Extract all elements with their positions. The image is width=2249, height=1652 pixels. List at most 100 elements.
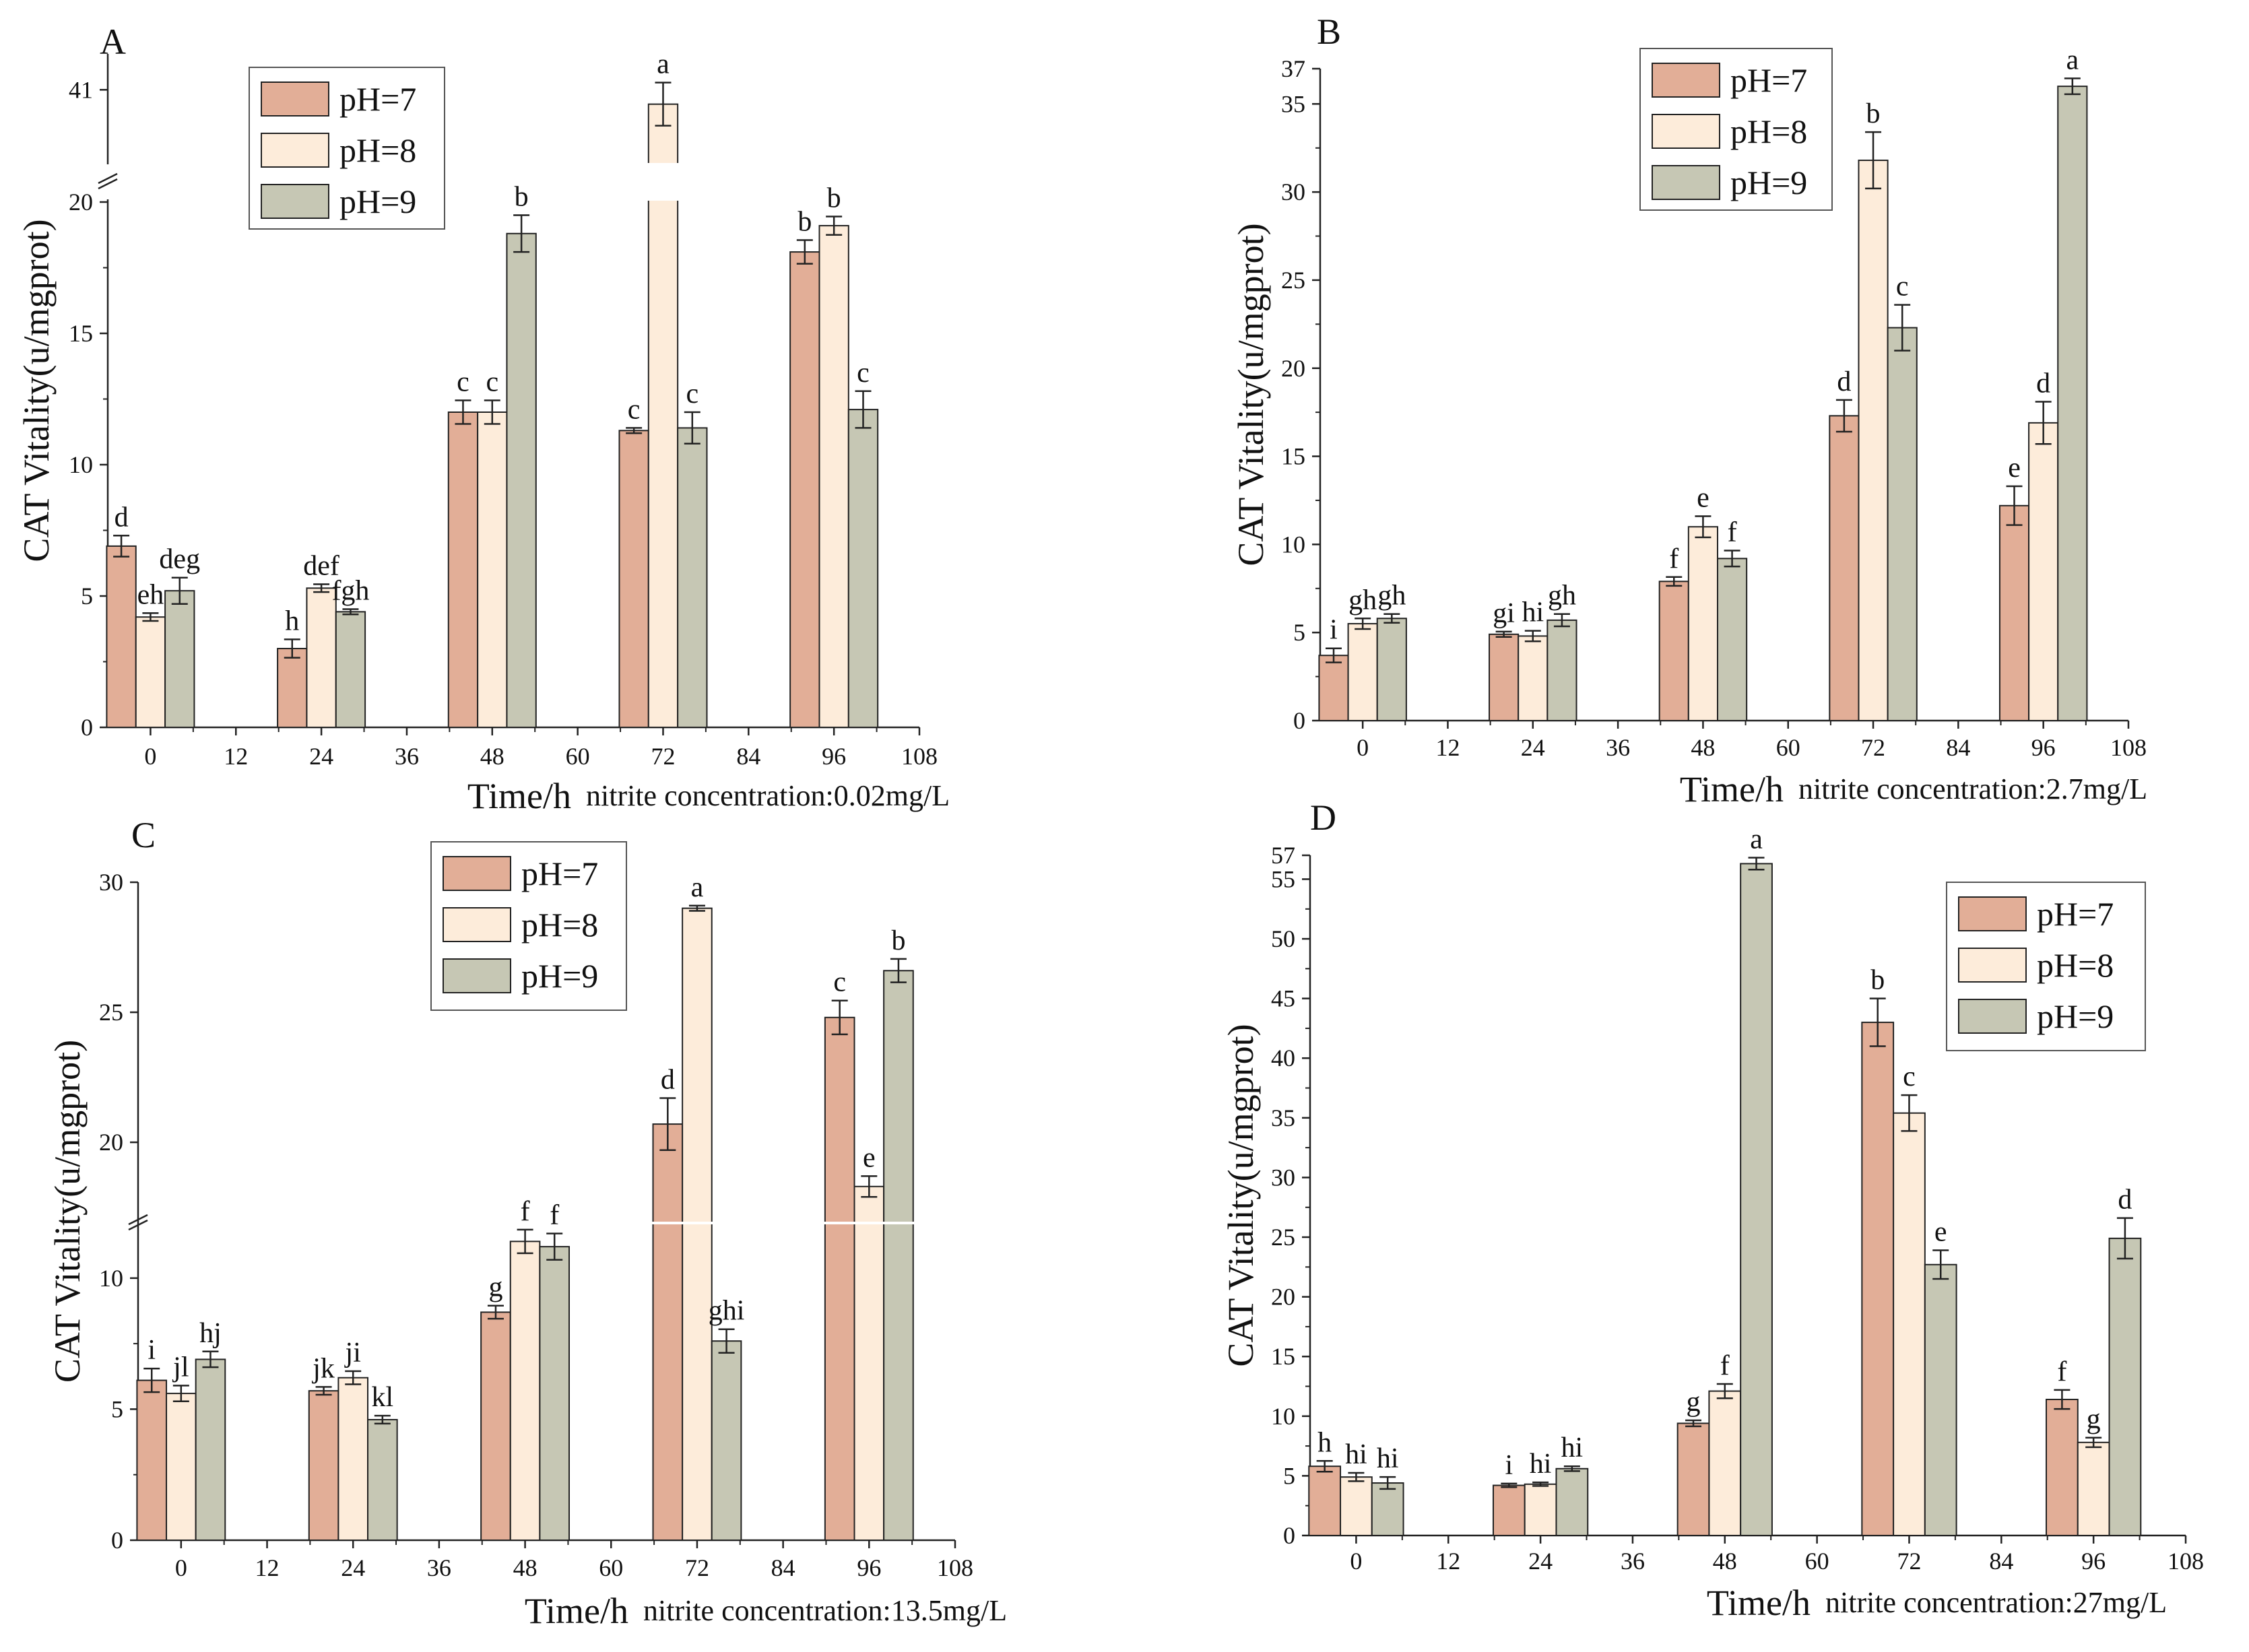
bar bbox=[1376, 618, 1407, 721]
bar bbox=[106, 545, 137, 729]
significance-letter: hi bbox=[1377, 1443, 1399, 1474]
x-tick-label: 0 bbox=[1350, 1548, 1362, 1575]
y-tick-label: 55 bbox=[1271, 865, 1295, 892]
bar bbox=[1546, 619, 1577, 721]
panel-label: B bbox=[1317, 11, 1341, 52]
x-tick-label: 72 bbox=[651, 743, 675, 770]
bar bbox=[1708, 1390, 1742, 1536]
x-axis-title: Time/h bbox=[1680, 769, 1784, 810]
significance-letter: def bbox=[303, 550, 339, 581]
significance-letter: a bbox=[657, 49, 670, 80]
bar bbox=[2046, 1399, 2079, 1536]
significance-letter: f bbox=[1669, 543, 1678, 574]
y-tick-label: 5 bbox=[111, 1395, 123, 1422]
legend-swatch bbox=[443, 958, 511, 993]
y-tick-label: 30 bbox=[1271, 1164, 1295, 1191]
bar bbox=[1887, 327, 1918, 721]
significance-letter: jl bbox=[172, 1352, 189, 1383]
significance-letter: c bbox=[1896, 271, 1909, 302]
legend-label: pH=8 bbox=[1730, 112, 1807, 150]
bar bbox=[166, 1393, 197, 1541]
y-tick-label: 25 bbox=[99, 999, 123, 1026]
bar bbox=[677, 427, 708, 729]
bar bbox=[853, 1185, 885, 1542]
bar bbox=[1658, 581, 1689, 721]
significance-letter: e bbox=[2008, 453, 2021, 484]
bar bbox=[337, 1377, 369, 1542]
legend-label: pH=9 bbox=[339, 183, 416, 220]
significance-letter: b bbox=[797, 207, 812, 238]
bar bbox=[711, 1340, 742, 1541]
bar bbox=[135, 616, 166, 729]
y-tick-label: 35 bbox=[1271, 1104, 1295, 1131]
legend-label: pH=8 bbox=[521, 906, 598, 944]
y-tick-label: 15 bbox=[1281, 443, 1305, 470]
significance-letter: gh bbox=[1348, 585, 1377, 616]
bar bbox=[1687, 526, 1718, 721]
y-tick-label: 57 bbox=[1271, 842, 1295, 869]
y-tick-label: 45 bbox=[1271, 985, 1295, 1012]
significance-letter: e bbox=[1934, 1217, 1947, 1248]
legend-swatch bbox=[1958, 999, 2027, 1034]
x-tick-label: 60 bbox=[1776, 734, 1800, 761]
legend-label: pH=7 bbox=[521, 855, 598, 892]
bar bbox=[1371, 1482, 1404, 1537]
bar bbox=[824, 1016, 855, 1542]
significance-letter: a bbox=[1750, 824, 1763, 855]
bar bbox=[509, 1241, 541, 1541]
axis-break-mark bbox=[98, 178, 118, 190]
bar bbox=[480, 1311, 511, 1542]
significance-letter: i bbox=[148, 1335, 156, 1366]
y-tick-label: 30 bbox=[99, 869, 123, 896]
x-tick-label: 108 bbox=[2110, 734, 2147, 761]
bar bbox=[1347, 623, 1378, 721]
bar bbox=[652, 1123, 684, 1541]
bar bbox=[2028, 422, 2059, 721]
bar-break-gap bbox=[882, 1222, 915, 1224]
significance-letter: c bbox=[457, 366, 469, 397]
y-tick-label: 20 bbox=[1271, 1284, 1295, 1311]
bar bbox=[2057, 86, 2088, 721]
y-tick-label: 41 bbox=[69, 76, 93, 103]
bar bbox=[1489, 633, 1520, 722]
bar bbox=[306, 587, 337, 728]
significance-letter: b bbox=[827, 183, 841, 213]
significance-letter: e bbox=[863, 1142, 876, 1173]
significance-letter: f bbox=[521, 1196, 530, 1227]
axis-break-mark bbox=[128, 1219, 148, 1231]
x-tick-label: 108 bbox=[937, 1554, 973, 1581]
x-tick-label: 60 bbox=[599, 1554, 623, 1581]
y-tick-label: 10 bbox=[69, 451, 93, 478]
y-tick-label: 25 bbox=[1281, 267, 1305, 294]
bar bbox=[1740, 863, 1773, 1537]
bar bbox=[277, 648, 308, 728]
significance-letter: c bbox=[486, 366, 498, 397]
legend-swatch bbox=[1652, 165, 1720, 200]
significance-letter: ji bbox=[344, 1337, 361, 1368]
significance-letter: hi bbox=[1530, 1449, 1552, 1480]
bar bbox=[1318, 655, 1349, 722]
significance-letter: b bbox=[1866, 98, 1881, 129]
bar bbox=[164, 590, 195, 729]
bar bbox=[2077, 1441, 2110, 1537]
legend-swatch bbox=[1652, 63, 1720, 98]
legend-swatch bbox=[1652, 114, 1720, 149]
x-tick-label: 84 bbox=[771, 1554, 795, 1581]
y-tick-label: 5 bbox=[1283, 1462, 1295, 1489]
significance-letter: gh bbox=[1377, 581, 1406, 612]
y-tick-label: 15 bbox=[69, 320, 93, 347]
bar bbox=[539, 1246, 571, 1541]
significance-letter: d bbox=[115, 502, 129, 533]
nitrite-condition: nitrite concentration:0.02mg/L bbox=[586, 779, 950, 812]
panel-label: C bbox=[131, 815, 156, 855]
bar bbox=[2108, 1237, 2142, 1536]
y-tick-label: 20 bbox=[69, 189, 93, 216]
x-tick-label: 96 bbox=[822, 743, 846, 770]
bar bbox=[1308, 1465, 1342, 1536]
legend-swatch bbox=[443, 856, 511, 891]
significance-letter: kl bbox=[372, 1382, 394, 1413]
y-tick-label: 0 bbox=[1283, 1522, 1295, 1549]
panel-label: A bbox=[100, 22, 126, 62]
bar bbox=[618, 430, 649, 728]
